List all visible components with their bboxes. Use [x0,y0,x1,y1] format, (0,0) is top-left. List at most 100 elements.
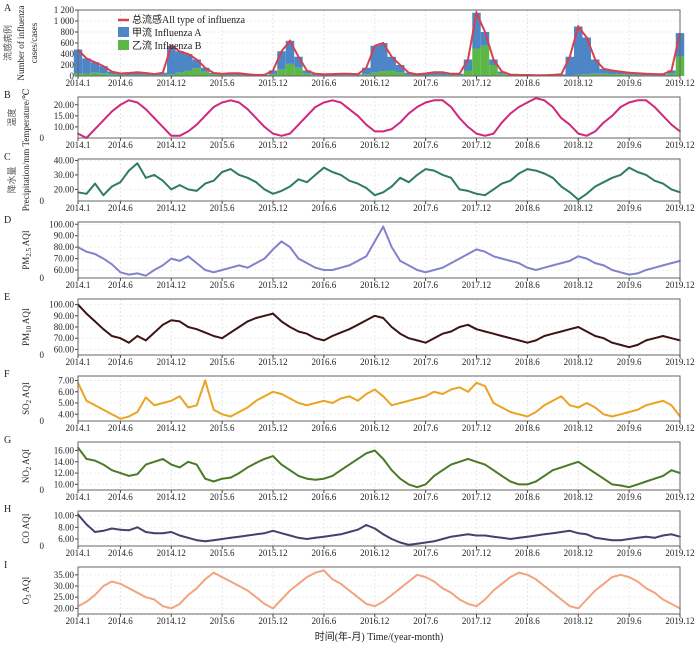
data-point [484,463,486,466]
data-point [416,542,419,545]
series-line [77,97,681,139]
data-point [585,598,588,601]
data-point [127,529,130,532]
data-point [314,536,317,539]
x-tick-label: 2016.12 [360,140,389,150]
data-point [475,132,478,135]
data-point [399,477,402,480]
data-point [161,179,164,182]
x-tick-label: 2015.12 [258,423,287,433]
data-point [170,134,173,137]
data-point [161,605,164,608]
data-point [178,603,181,605]
data-point [373,194,376,197]
data-point [263,603,266,605]
data-point [339,533,342,536]
x-tick-label: 2014.1 [66,357,91,367]
data-point [390,594,393,596]
data-point [407,181,410,184]
data-point [551,332,554,335]
x-tick-label: 2018.12 [564,548,593,558]
data-point [255,181,257,184]
data-point [670,469,673,472]
data-point [187,255,190,258]
y-tick-label: 10.00 [54,479,75,489]
data-point [382,317,385,319]
data-point [204,540,207,543]
data-point [170,399,173,402]
data-point [441,332,444,335]
data-point [450,463,452,466]
data-point [407,112,410,115]
bar-influenza-b [200,71,210,76]
data-point [297,330,300,333]
bar-influenza-b [590,73,600,76]
data-point [577,607,580,610]
data-point [619,539,622,542]
data-point [263,314,266,317]
bar-influenza-a [158,72,168,75]
data-point [399,176,402,179]
x-tick-label: 2018.6 [515,423,540,433]
x-tick-label: 2019.6 [617,140,642,150]
data-point [509,112,512,115]
bar-influenza-a [480,32,490,46]
data-point [255,117,257,119]
x-tick-label: 2014.6 [108,616,133,626]
data-point [94,253,96,255]
data-point [577,132,580,135]
bar-influenza-b [624,74,634,76]
data-point [577,198,580,201]
data-point [373,527,376,530]
label-part: PM [21,257,31,270]
bar-influenza-b [268,74,278,76]
data-point [433,269,436,271]
data-point [306,538,308,540]
data-point [144,531,147,533]
x-tick-label: 2016.12 [360,280,389,290]
data-point [373,130,376,133]
data-point [246,320,249,323]
y-tick-label: 16.00 [54,445,75,455]
y-tick-label: 7.00 [58,376,74,386]
data-point [424,541,427,544]
x-tick-label: 2014.12 [157,140,186,150]
data-point [178,134,181,137]
x-tick-label: 2015.12 [258,78,287,88]
data-point [339,582,342,585]
data-point [85,458,88,460]
data-point [560,395,563,398]
legend-label-a: 甲流 Influenza A [132,26,202,39]
x-tick-label: 2016.6 [312,280,337,290]
bar-influenza-b [582,74,591,76]
y-tick-label: 20.00 [54,100,75,110]
bar-influenza-b [217,74,227,76]
bar-influenza-a [167,45,176,75]
x-tick-label: 2018.6 [515,616,540,626]
data-point [585,533,588,536]
data-point [653,536,656,539]
bar-influenza-b [175,72,184,76]
data-point [501,182,503,185]
data-point [450,330,452,333]
data-point [458,386,461,389]
x-tick-label: 2017.6 [413,616,438,626]
data-point [170,257,173,260]
plot-frame [77,96,681,139]
data-point [255,596,257,599]
data-point [424,576,427,578]
data-point [619,271,622,274]
data-point [509,259,512,262]
bar-influenza-b [116,74,125,76]
y-tick-label: 800 [61,27,75,37]
data-point [424,395,427,398]
data-point [424,271,427,274]
data-point [195,262,198,265]
x-tick-label: 2017.6 [413,492,438,502]
x-tick-label: 2019.6 [617,78,642,88]
data-point [594,335,597,337]
x-tick-label: 2017.12 [462,78,491,88]
plot-frame [77,158,681,202]
bar-influenza-a [294,56,303,68]
data-point [263,458,266,460]
